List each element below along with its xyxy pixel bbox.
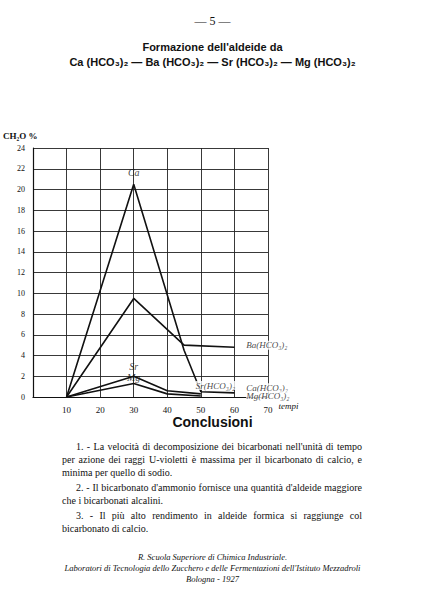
- html-text:1. - La velocità di decomposiz: 1. - La velocità di decomposizione dei b…: [62, 441, 362, 478]
- svg-text:30: 30: [129, 405, 139, 415]
- svg-text:Sr(HCO₃)₂: Sr(HCO₃)₂: [196, 381, 235, 391]
- svg-text:50: 50: [196, 405, 206, 415]
- svg-text:0: 0: [21, 393, 25, 402]
- svg-text:tempi: tempi: [278, 401, 298, 411]
- svg-text:24: 24: [17, 144, 25, 153]
- svg-text:22: 22: [17, 164, 25, 173]
- svg-text:8: 8: [21, 310, 25, 319]
- svg-text:2: 2: [21, 372, 25, 381]
- svg-text:10: 10: [62, 405, 72, 415]
- svg-text:Sr: Sr: [129, 361, 138, 372]
- svg-text:60: 60: [230, 405, 240, 415]
- html-text:Conclusioni: Conclusioni: [172, 414, 253, 430]
- svg-text:Ba(HCO₃)₂: Ba(HCO₃)₂: [246, 340, 287, 350]
- html-text:Ca (HCO₃)₂ — Ba (HCO₃)₂ — Sr (: Ca (HCO₃)₂ — Ba (HCO₃)₂ — Sr (HCO₃)₂ — M…: [69, 56, 356, 68]
- html-text:R. Scuola Superiore di Chimica: R. Scuola Superiore di Chimica Industria…: [137, 552, 288, 562]
- svg-text:Mg: Mg: [126, 372, 140, 383]
- svg-text:6: 6: [21, 330, 25, 339]
- svg-text:18: 18: [17, 206, 25, 215]
- svg-text:4: 4: [21, 351, 25, 360]
- svg-text:16: 16: [17, 227, 25, 236]
- svg-text:Mg(HCO₃)₂: Mg(HCO₃)₂: [245, 391, 289, 401]
- svg-text:70: 70: [264, 405, 274, 415]
- html-text:2. - Il bicarbonato d'ammonio: 2. - Il bicarbonato d'ammonio fornisce u…: [62, 482, 362, 506]
- svg-text:12: 12: [17, 268, 25, 277]
- svg-text:40: 40: [163, 405, 173, 415]
- svg-text:20: 20: [17, 185, 25, 194]
- svg-text:CH₂O %: CH₂O %: [3, 131, 37, 141]
- html-text:3. - Il più alto rendimento in: 3. - Il più alto rendimento in aldeide f…: [62, 510, 362, 534]
- svg-text:20: 20: [96, 405, 106, 415]
- svg-text:Ca(HCO₃)₂: Ca(HCO₃)₂: [246, 382, 288, 393]
- svg-text:Ca: Ca: [128, 167, 140, 178]
- html-text:Bologna - 1927: Bologna - 1927: [186, 574, 239, 584]
- html-text:Laboratori di Tecnologia dello: Laboratori di Tecnologia dello Zucchero …: [64, 563, 361, 573]
- svg-text:10: 10: [17, 289, 25, 298]
- svg-text:14: 14: [17, 247, 25, 256]
- html-text:Formazione dell'aldeide da: Formazione dell'aldeide da: [142, 41, 283, 53]
- html-text:— 5 —: — 5 —: [194, 14, 231, 28]
